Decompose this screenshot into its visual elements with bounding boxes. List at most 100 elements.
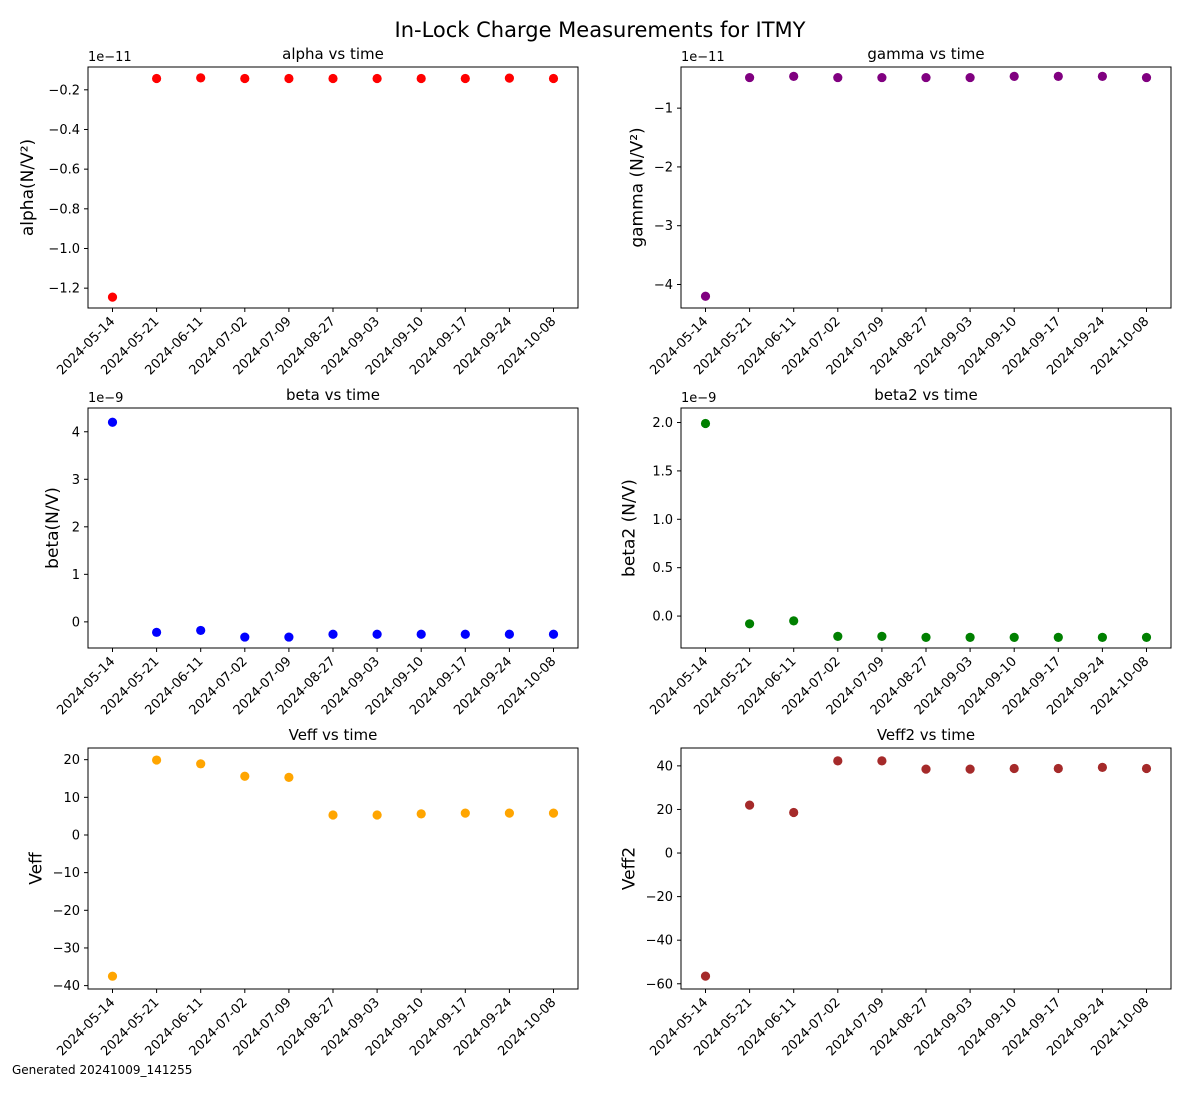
data-point bbox=[833, 631, 843, 641]
subplot-title: gamma vs time bbox=[867, 45, 984, 63]
data-point bbox=[107, 971, 118, 981]
data-point bbox=[1053, 763, 1063, 774]
y-tick-label: 1 bbox=[72, 568, 80, 583]
y-tick-label: −1 bbox=[654, 102, 673, 117]
y-offset-text: 1e−9 bbox=[681, 391, 716, 406]
y-tick-label: −30 bbox=[53, 941, 80, 956]
axes-frame bbox=[680, 407, 1172, 649]
y-axis-label: beta(N/V) bbox=[43, 487, 63, 569]
data-point bbox=[107, 292, 118, 302]
data-point bbox=[548, 808, 559, 818]
y-tick-label: 20 bbox=[63, 753, 80, 768]
data-point bbox=[152, 755, 162, 765]
generated-timestamp: Generated 20241009_141255 bbox=[12, 1063, 193, 1077]
subplot-alpha: alpha vs time 1e−11 −1.2 −1.0 −0.8 −0.6 −0.4 −0… bbox=[18, 45, 579, 378]
y-tick-label: 0 bbox=[72, 828, 80, 843]
data-point bbox=[1097, 71, 1107, 82]
y-tick-label: −4 bbox=[654, 278, 673, 293]
data-point bbox=[372, 73, 382, 84]
y-tick-label: 0 bbox=[665, 847, 673, 862]
data-point bbox=[196, 73, 206, 83]
data-point bbox=[416, 73, 426, 84]
y-tick-label: −20 bbox=[53, 904, 80, 919]
y-tick-label: −0.4 bbox=[48, 123, 80, 138]
y-tick-label: 0.0 bbox=[652, 610, 673, 625]
y-axis-label: beta2 (N/V) bbox=[619, 479, 639, 577]
y-tick-label: −0.8 bbox=[48, 202, 80, 217]
y-tick-label: −20 bbox=[646, 890, 673, 905]
data-point bbox=[745, 800, 755, 810]
axes-frame bbox=[87, 66, 579, 309]
data-point bbox=[504, 629, 514, 639]
axes-frame bbox=[87, 747, 579, 990]
data-point bbox=[460, 73, 470, 84]
data-point bbox=[240, 73, 250, 84]
y-tick-label: 2.0 bbox=[652, 416, 673, 431]
data-point bbox=[700, 291, 711, 301]
subplot-title: beta vs time bbox=[286, 386, 380, 404]
data-point bbox=[1141, 763, 1152, 774]
data-point bbox=[196, 625, 206, 636]
y-offset-text: 1e−11 bbox=[681, 50, 725, 65]
data-point bbox=[700, 971, 711, 981]
y-tick-label: 1.0 bbox=[652, 513, 673, 528]
y-axis-label: Veff bbox=[26, 851, 46, 885]
data-point bbox=[328, 629, 338, 639]
data-point bbox=[921, 632, 931, 642]
data-point bbox=[107, 417, 118, 427]
data-point bbox=[745, 619, 755, 629]
data-point bbox=[416, 809, 426, 819]
y-tick-label: 10 bbox=[63, 791, 80, 806]
y-tick-label: −40 bbox=[646, 934, 673, 949]
data-point bbox=[1009, 763, 1019, 774]
y-tick-label: 0 bbox=[72, 615, 80, 630]
subplot-title: Veff2 vs time bbox=[877, 726, 975, 744]
data-point bbox=[152, 627, 162, 637]
data-point bbox=[548, 629, 559, 639]
y-tick-label: 2 bbox=[72, 520, 80, 535]
data-point bbox=[328, 73, 338, 84]
data-point bbox=[1009, 632, 1019, 642]
y-tick-label: −1.0 bbox=[48, 242, 80, 257]
y-tick-label: −2 bbox=[654, 160, 673, 175]
data-point bbox=[789, 616, 799, 626]
subplot-veff2: Veff2 vs time−60−40−2002040Veff22024-05-… bbox=[619, 726, 1172, 1059]
y-axis-label: alpha(N/V²) bbox=[18, 139, 38, 236]
data-point bbox=[833, 756, 843, 766]
y-tick-label: 3 bbox=[72, 473, 80, 488]
data-point bbox=[240, 771, 250, 781]
y-tick-label: −0.2 bbox=[48, 83, 80, 98]
data-point bbox=[789, 807, 799, 818]
axes-frame bbox=[87, 407, 579, 649]
y-tick-label: 20 bbox=[656, 803, 673, 818]
data-point bbox=[877, 72, 887, 83]
data-point bbox=[745, 72, 755, 83]
figure-title: In-Lock Charge Measurements for ITMY bbox=[394, 18, 806, 42]
subplot-veff: Veff vs time−40−30−20−1001020Veff2024-05… bbox=[26, 726, 579, 1059]
data-point bbox=[965, 72, 975, 83]
data-point bbox=[1053, 632, 1063, 642]
axes-frame bbox=[680, 66, 1172, 309]
y-axis-label: Veff2 bbox=[619, 847, 639, 890]
data-point bbox=[833, 72, 843, 83]
subplot-title: alpha vs time bbox=[282, 45, 384, 63]
y-tick-label: −10 bbox=[53, 866, 80, 881]
y-tick-label: 4 bbox=[72, 425, 80, 440]
subplot-beta: beta vs time1e−901234beta(N/V)2024-05-14… bbox=[43, 386, 579, 718]
y-tick-label: 0.5 bbox=[652, 561, 673, 576]
data-point bbox=[284, 73, 294, 84]
data-point bbox=[372, 810, 382, 820]
data-point bbox=[921, 72, 931, 83]
data-point bbox=[152, 73, 162, 84]
data-point bbox=[789, 71, 799, 82]
subplot-title: Veff vs time bbox=[289, 726, 378, 744]
y-tick-label: 1.5 bbox=[652, 464, 673, 479]
y-axis-label: gamma (N/V²) bbox=[628, 127, 648, 247]
data-point bbox=[460, 629, 470, 639]
y-offset-text: 1e−11 bbox=[88, 50, 132, 65]
y-tick-label: −40 bbox=[53, 979, 80, 994]
data-point bbox=[196, 759, 206, 769]
data-point bbox=[1097, 632, 1107, 642]
